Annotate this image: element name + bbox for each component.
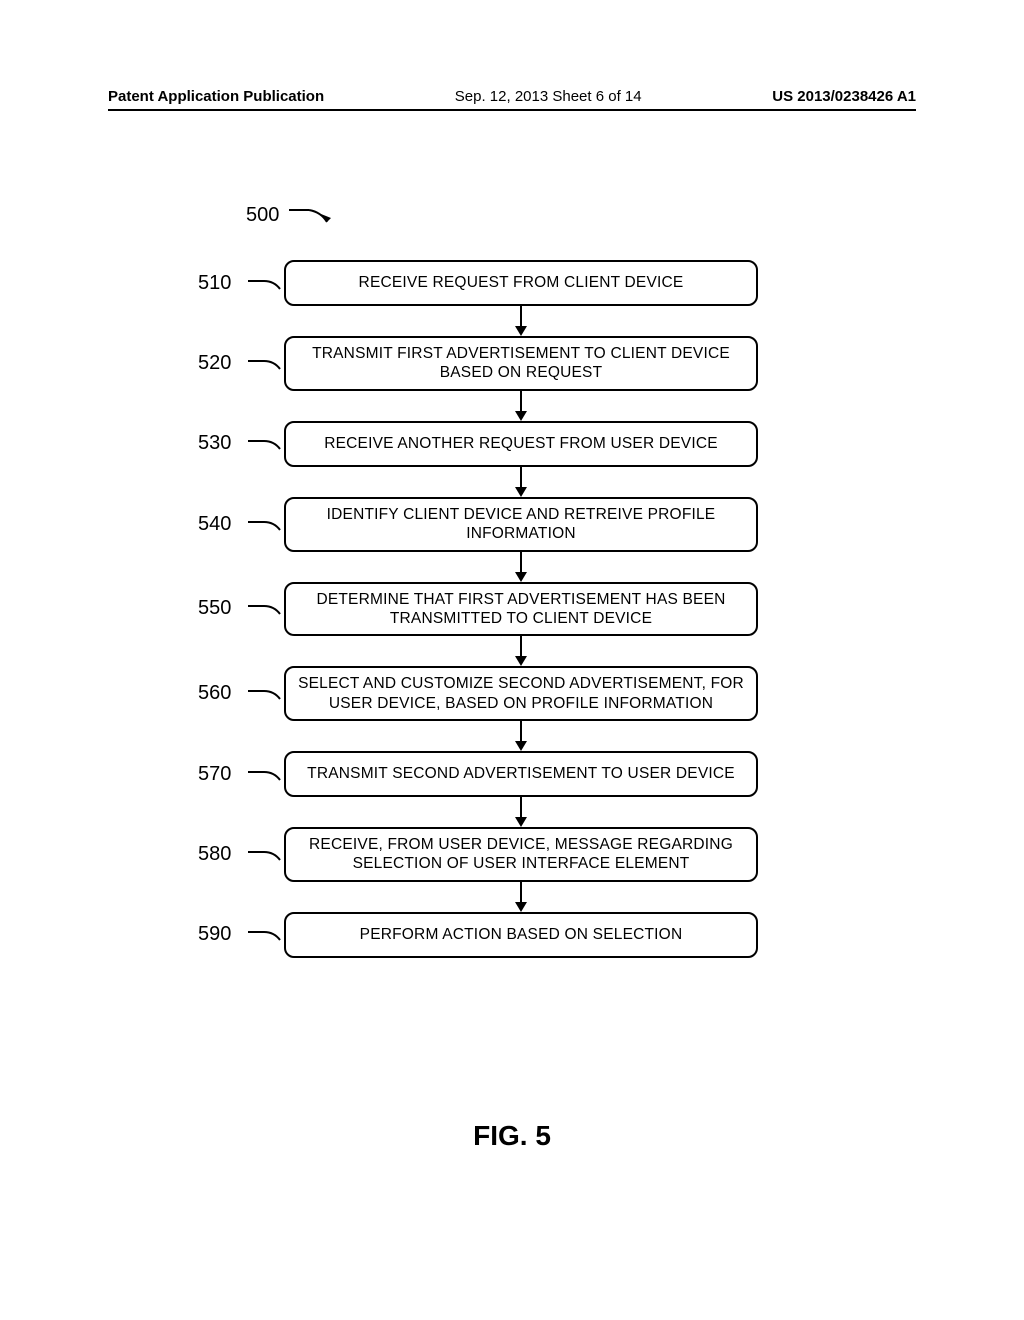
lead-line-icon [248,918,284,951]
flowchart: 500 510RECEIVE REQUEST FROM CLIENT DEVIC… [198,260,758,958]
ref-500-label: 500 [246,204,279,227]
step-box: RECEIVE, FROM USER DEVICE, MESSAGE REGAR… [284,827,758,882]
step-ref-label: 590 [198,923,248,946]
step-row: 590 PERFORM ACTION BASED ON SELECTION [198,912,758,958]
header-left: Patent Application Publication [108,88,324,105]
step-row: 580 RECEIVE, FROM USER DEVICE, MESSAGE RE… [198,827,758,882]
step-row: 540 IDENTIFY CLIENT DEVICE AND RETREIVE P… [198,497,758,552]
step-ref-label: 510 [198,272,248,295]
lead-line-icon [248,838,284,871]
step-row: 550 DETERMINE THAT FIRST ADVERTISEMENT HA… [198,582,758,637]
step-box: RECEIVE ANOTHER REQUEST FROM USER DEVICE [284,421,758,467]
flowchart-ref-500: 500 [246,200,337,230]
lead-line-icon [248,758,284,791]
arrow-down-icon [284,467,758,497]
step-ref-label: 520 [198,352,248,375]
step-ref-label: 550 [198,597,248,620]
arrow-down-icon [284,882,758,912]
step-ref-label: 560 [198,682,248,705]
step-ref-label: 570 [198,763,248,786]
ref-500-arrow-icon [287,200,337,230]
arrow-down-icon [284,797,758,827]
step-row: 530 RECEIVE ANOTHER REQUEST FROM USER DEV… [198,421,758,467]
step-box: TRANSMIT FIRST ADVERTISEMENT TO CLIENT D… [284,336,758,391]
arrow-down-icon [284,721,758,751]
step-ref-label: 540 [198,513,248,536]
lead-line-icon [248,592,284,625]
step-row: 570 TRANSMIT SECOND ADVERTISEMENT TO USER… [198,751,758,797]
step-ref-label: 530 [198,432,248,455]
step-box: PERFORM ACTION BASED ON SELECTION [284,912,758,958]
lead-line-icon [248,427,284,460]
page-header: Patent Application Publication Sep. 12, … [108,88,916,111]
lead-line-icon [248,347,284,380]
lead-line-icon [248,508,284,541]
step-box: RECEIVE REQUEST FROM CLIENT DEVICE [284,260,758,306]
step-box: IDENTIFY CLIENT DEVICE AND RETREIVE PROF… [284,497,758,552]
step-box: DETERMINE THAT FIRST ADVERTISEMENT HAS B… [284,582,758,637]
arrow-down-icon [284,391,758,421]
header-mid: Sep. 12, 2013 Sheet 6 of 14 [455,88,642,105]
arrow-down-icon [284,306,758,336]
flowchart-steps: 510 RECEIVE REQUEST FROM CLIENT DEVICE 520… [198,260,758,958]
lead-line-icon [248,677,284,710]
step-row: 560 SELECT AND CUSTOMIZE SECOND ADVERTISE… [198,666,758,721]
lead-line-icon [248,267,284,300]
step-row: 510 RECEIVE REQUEST FROM CLIENT DEVICE [198,260,758,306]
arrow-down-icon [284,552,758,582]
step-row: 520 TRANSMIT FIRST ADVERTISEMENT TO CLIEN… [198,336,758,391]
step-box: SELECT AND CUSTOMIZE SECOND ADVERTISEMEN… [284,666,758,721]
header-right: US 2013/0238426 A1 [772,88,916,105]
step-ref-label: 580 [198,843,248,866]
step-box: TRANSMIT SECOND ADVERTISEMENT TO USER DE… [284,751,758,797]
arrow-down-icon [284,636,758,666]
figure-caption: FIG. 5 [0,1120,1024,1152]
